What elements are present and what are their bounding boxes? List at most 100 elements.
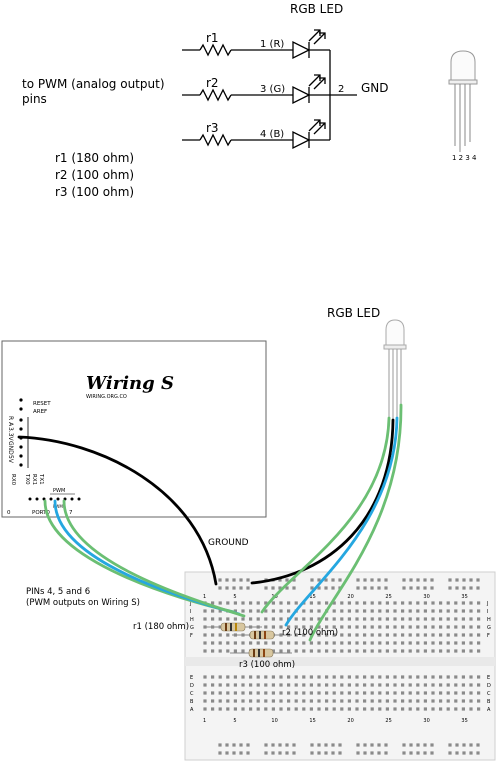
breadboard-hole bbox=[225, 743, 229, 747]
breadboard-column-number: 35 bbox=[461, 718, 467, 724]
breadboard-hole bbox=[469, 675, 473, 679]
breadboard-hole bbox=[218, 586, 222, 590]
breadboard-hole bbox=[423, 578, 427, 582]
breadboard-hole bbox=[309, 601, 313, 605]
board-url: WIRING.ORG.CO bbox=[86, 394, 127, 400]
breadboard-hole bbox=[279, 641, 283, 645]
breadboard-hole bbox=[338, 578, 342, 582]
pins-label: PINs 4, 5 and 6 bbox=[26, 587, 90, 597]
breadboard-hole bbox=[401, 691, 405, 695]
breadboard-hole bbox=[302, 699, 306, 703]
breadboard-hole bbox=[211, 641, 215, 645]
breadboard-hole bbox=[340, 625, 344, 629]
breadboard-hole bbox=[249, 675, 253, 679]
breadboard-hole bbox=[408, 625, 412, 629]
breadboard-hole bbox=[408, 601, 412, 605]
breadboard-hole bbox=[455, 578, 459, 582]
breadboard-hole bbox=[226, 683, 230, 687]
breadboard-hole bbox=[203, 641, 207, 645]
breadboard-hole bbox=[218, 649, 222, 653]
led-ground-wire bbox=[250, 418, 395, 585]
breadboard-hole bbox=[446, 633, 450, 637]
breadboard-hole bbox=[446, 699, 450, 703]
breadboard-hole bbox=[385, 625, 389, 629]
breadboard-hole bbox=[239, 743, 243, 747]
breadboard-hole bbox=[385, 609, 389, 613]
breadboard-hole bbox=[402, 578, 406, 582]
breadboard-hole bbox=[325, 699, 329, 703]
breadboard-hole bbox=[423, 707, 427, 711]
breadboard-hole bbox=[423, 691, 427, 695]
breadboard-hole bbox=[203, 707, 207, 711]
value-r3: r3 (100 ohm) bbox=[55, 185, 134, 199]
breadboard-hole bbox=[218, 641, 222, 645]
breadboard-hole bbox=[477, 633, 481, 637]
breadboard-hole bbox=[408, 691, 412, 695]
breadboard-hole bbox=[233, 699, 237, 703]
breadboard-row-letter: C bbox=[190, 691, 194, 697]
breadboard-hole bbox=[461, 633, 465, 637]
breadboard-hole bbox=[294, 707, 298, 711]
breadboard-hole bbox=[469, 751, 473, 755]
breadboard-hole bbox=[416, 586, 420, 590]
breadboard-hole bbox=[233, 649, 237, 653]
breadboard-hole bbox=[317, 707, 321, 711]
breadboard-hole bbox=[325, 683, 329, 687]
breadboard-hole bbox=[287, 691, 291, 695]
breadboard-row-letter: B bbox=[487, 699, 491, 705]
breadboard-hole bbox=[317, 699, 321, 703]
breadboard-hole bbox=[370, 625, 374, 629]
breadboard-hole bbox=[355, 609, 359, 613]
breadboard-hole bbox=[423, 675, 427, 679]
breadboard-hole bbox=[241, 641, 245, 645]
breadboard-hole bbox=[408, 641, 412, 645]
breadboard-hole bbox=[363, 625, 367, 629]
breadboard-hole bbox=[469, 699, 473, 703]
breadboard-hole bbox=[233, 691, 237, 695]
breadboard-row-letter: F bbox=[487, 633, 490, 639]
breadboard-hole bbox=[317, 691, 321, 695]
breadboard-hole bbox=[317, 641, 321, 645]
breadboard-hole bbox=[211, 707, 215, 711]
breadboard-hole bbox=[454, 675, 458, 679]
breadboard-hole bbox=[454, 633, 458, 637]
breadboard-hole bbox=[294, 641, 298, 645]
breadboard-hole bbox=[378, 625, 382, 629]
breadboard-hole bbox=[246, 586, 250, 590]
breadboard-hole bbox=[439, 641, 443, 645]
breadboard-hole bbox=[302, 625, 306, 629]
breadboard-hole bbox=[218, 707, 222, 711]
breadboard-hole bbox=[461, 641, 465, 645]
breadboard-hole bbox=[226, 707, 230, 711]
breadboard-hole bbox=[241, 675, 245, 679]
breadboard-row-letter: H bbox=[190, 617, 194, 623]
led-wire-green bbox=[308, 403, 403, 642]
breadboard-hole bbox=[431, 633, 435, 637]
breadboard-hole bbox=[423, 649, 427, 653]
pin-label-rx0: RX0 bbox=[10, 474, 16, 486]
breadboard-hole bbox=[431, 649, 435, 653]
breadboard-hole bbox=[271, 601, 275, 605]
breadboard-hole bbox=[325, 625, 329, 629]
breadboard-hole bbox=[271, 641, 275, 645]
breadboard-hole bbox=[430, 578, 434, 582]
breadboard-hole bbox=[309, 675, 313, 679]
breadboard-hole bbox=[477, 641, 481, 645]
breadboard-hole bbox=[340, 649, 344, 653]
breadboard-hole bbox=[446, 641, 450, 645]
breadboard-hole bbox=[325, 601, 329, 605]
breadboard-hole bbox=[249, 641, 253, 645]
breadboard-column-number: 15 bbox=[309, 594, 315, 600]
breadboard-hole bbox=[203, 683, 207, 687]
breadboard-hole bbox=[347, 707, 351, 711]
breadboard-hole bbox=[317, 751, 321, 755]
breadboard-hole bbox=[469, 641, 473, 645]
breadboard-hole bbox=[355, 649, 359, 653]
breadboard-row-letter: J bbox=[189, 601, 191, 607]
breadboard-hole bbox=[226, 675, 230, 679]
breadboard-hole bbox=[469, 609, 473, 613]
breadboard-hole bbox=[363, 617, 367, 621]
breadboard-row-letter: A bbox=[190, 707, 194, 713]
breadboard-hole bbox=[355, 601, 359, 605]
